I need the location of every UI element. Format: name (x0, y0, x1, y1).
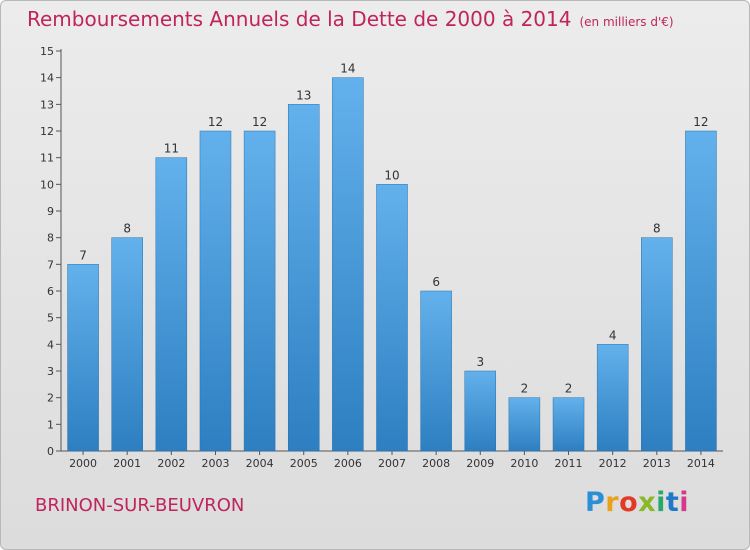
bar (243, 130, 276, 452)
y-tick-label: 1 (47, 418, 54, 431)
bar (685, 130, 717, 452)
x-tick-label: 2001 (113, 457, 141, 470)
x-tick-label: 2007 (378, 457, 406, 470)
chart-title: Remboursements Annuels de la Dette de 20… (27, 7, 674, 31)
bar-value-label: 10 (384, 168, 399, 182)
bar-value-label: 6 (432, 275, 440, 289)
y-tick-label: 8 (47, 232, 54, 245)
bar (508, 397, 541, 452)
x-tick-label: 2014 (687, 457, 715, 470)
x-tick-label: 2013 (643, 457, 671, 470)
x-tick-label: 2003 (201, 457, 229, 470)
bar-value-label: 14 (340, 62, 355, 76)
bar (287, 104, 320, 452)
bar (641, 237, 673, 452)
y-tick-label: 9 (47, 205, 54, 218)
x-tick-label: 2002 (157, 457, 185, 470)
bar-value-label: 3 (476, 355, 484, 369)
commune-name: BRINON-SUR-BEUVRON (35, 495, 245, 516)
bar-value-label: 2 (565, 382, 573, 396)
bar-value-label: 12 (252, 115, 267, 129)
y-tick-label: 5 (47, 312, 54, 325)
x-tick-label: 2010 (510, 457, 538, 470)
y-tick-label: 6 (47, 285, 54, 298)
x-tick-label: 2009 (466, 457, 494, 470)
y-tick-label: 12 (40, 125, 54, 138)
y-tick-label: 4 (47, 338, 54, 351)
x-tick-label: 2000 (69, 457, 97, 470)
bar-value-label: 2 (521, 382, 529, 396)
bar (111, 237, 143, 452)
bar (552, 397, 585, 452)
bar (596, 344, 629, 452)
x-tick-label: 2008 (422, 457, 450, 470)
bar (376, 184, 408, 452)
y-tick-label: 2 (47, 392, 54, 405)
bar (67, 264, 99, 452)
x-tick-label: 2005 (290, 457, 318, 470)
x-tick-label: 2006 (334, 457, 362, 470)
bar-value-label: 12 (693, 115, 708, 129)
bar-value-label: 4 (609, 328, 617, 342)
chart-title-text: Remboursements Annuels de la Dette de 20… (27, 7, 572, 31)
bar-value-label: 12 (208, 115, 223, 129)
bar (464, 370, 497, 452)
y-tick-label: 11 (40, 152, 54, 165)
bar-value-label: 7 (79, 248, 87, 262)
y-tick-label: 3 (47, 365, 54, 378)
x-tick-label: 2011 (555, 457, 583, 470)
bar (199, 130, 232, 452)
bar-value-label: 11 (164, 142, 179, 156)
y-tick-label: 10 (40, 178, 54, 191)
y-tick-label: 14 (40, 72, 54, 85)
proxiti-logo: Proxiti (585, 487, 690, 518)
bar (420, 290, 452, 452)
bar (332, 77, 364, 452)
x-tick-label: 2012 (599, 457, 627, 470)
y-tick-label: 0 (47, 445, 54, 458)
y-tick-label: 15 (40, 45, 54, 58)
bar-value-label: 13 (296, 88, 311, 102)
bar (155, 157, 188, 452)
bar-value-label: 8 (123, 222, 131, 236)
y-tick-label: 13 (40, 98, 54, 111)
x-tick-label: 2004 (246, 457, 274, 470)
bar-value-label: 8 (653, 222, 661, 236)
chart-unit: (en milliers d'€) (579, 15, 674, 29)
y-tick-label: 7 (47, 258, 54, 271)
